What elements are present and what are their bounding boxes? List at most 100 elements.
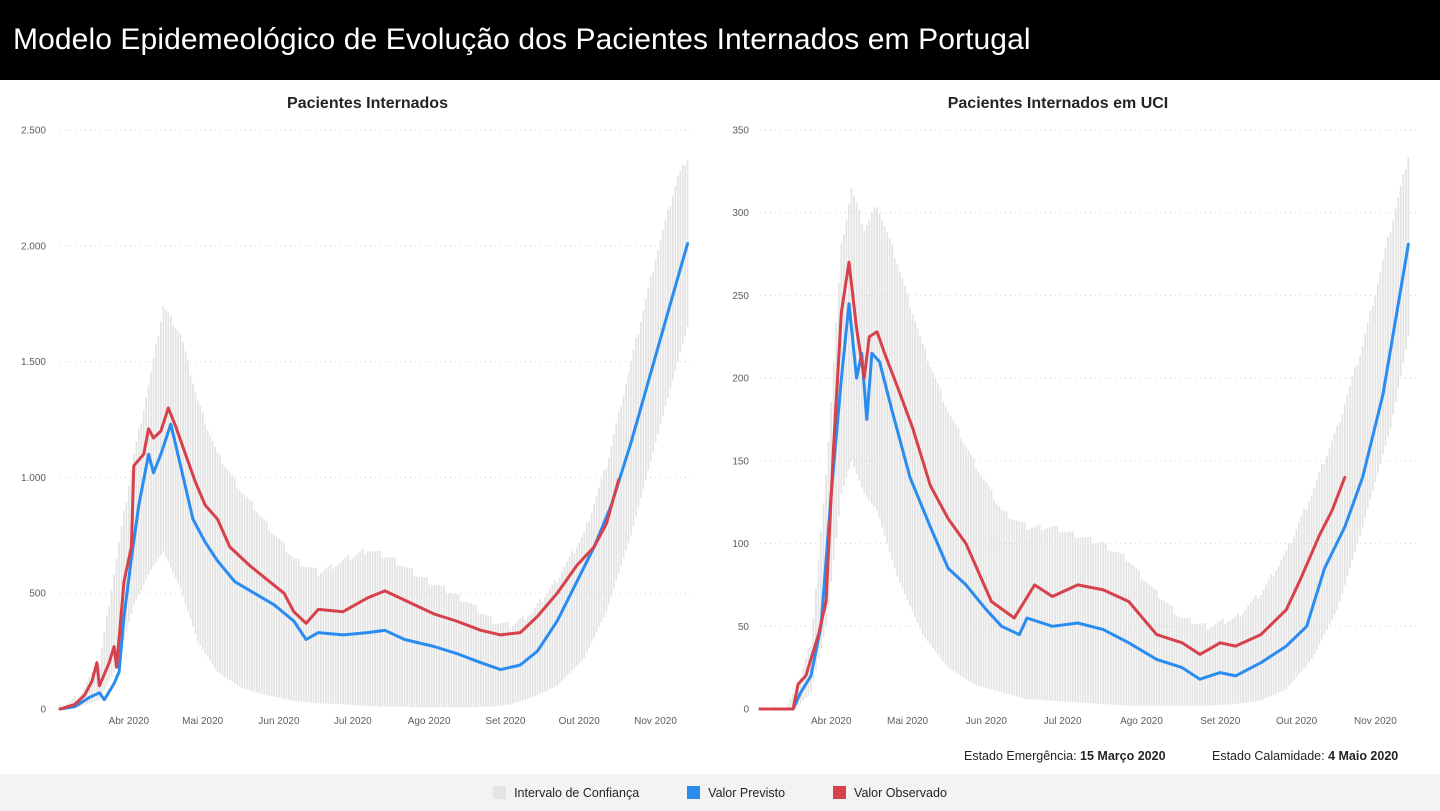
band-bar [152,357,155,567]
band-bar [995,503,998,691]
band-bar [891,244,894,561]
band-bar [470,603,472,708]
band-bar [320,573,322,704]
band-bar [1198,623,1201,706]
band-bar [949,416,952,670]
band-bar [1318,472,1321,645]
band-bar [1015,520,1018,697]
x-tick-label: Jun 2020 [966,716,1008,727]
band-bar [1102,542,1105,705]
band-bar [792,693,794,709]
band-bar [273,534,275,697]
legend-item-observado[interactable]: Valor Observado [833,786,947,800]
band-bar [932,372,934,648]
band-bar [893,258,896,569]
legend-item-intervalo[interactable]: Intervalo de Confiança [493,786,639,800]
band-bar [909,307,911,606]
band-bar [243,494,246,689]
band-bar [364,553,367,707]
band-bar [1257,598,1260,702]
band-bar [1099,542,1102,704]
band-bar [475,605,477,708]
band-bar [1196,623,1199,706]
x-tick-label: Out 2020 [1276,716,1318,727]
band-bar [256,512,258,693]
band-bar [356,553,359,706]
band-bar [1313,487,1316,655]
band-bar [342,559,344,705]
band-bar [1270,574,1272,697]
band-bar [452,593,455,708]
y-tick-label: 0 [743,705,749,716]
legend: Intervalo de Confiança Valor Previsto Va… [0,774,1440,811]
y-tick-label: 250 [732,291,749,302]
y-tick-label: 50 [738,622,750,633]
legend-label-intervalo: Intervalo de Confiança [514,785,640,800]
band-bar [598,487,600,628]
band-bar [1366,322,1369,509]
band-bar [1087,536,1089,704]
band-bar [593,504,595,638]
band-bar [975,468,978,685]
band-bar [1193,624,1196,706]
legend-item-previsto[interactable]: Valor Previsto [687,786,785,800]
band-bar [1071,531,1074,703]
band-bar [1084,536,1087,703]
band-bar [307,567,310,703]
band-bar [914,321,916,618]
band-bar [1109,550,1112,705]
band-bar [1262,589,1265,700]
band-bar [1237,613,1239,704]
band-bar [376,551,379,707]
band-bar [1148,584,1150,706]
band-bar [246,496,248,690]
estado-emergencia-note: Estado Emergência: 15 Março 2020 [964,744,1166,768]
band-bar [1221,618,1224,705]
x-tick-label: Out 2020 [559,716,601,727]
band-bar [1272,575,1275,695]
band-bar [1242,612,1244,704]
band-bar [157,335,160,559]
band-bar [1287,543,1290,687]
page-title: Modelo Epidemeológico de Evolução dos Pa… [13,23,1031,56]
band-bar [817,560,820,660]
band-bar [1295,529,1298,678]
band-bar [393,557,396,707]
band-bar [1338,422,1341,602]
y-tick-label: 200 [732,374,749,385]
band-bar [260,516,263,694]
band-bar [1005,511,1008,694]
band-bar [1249,602,1252,703]
band-bar [1143,580,1145,706]
band-bar [630,360,632,536]
band-bar [1260,595,1262,701]
band-bar [970,454,972,683]
band-bar [507,622,509,705]
legend-swatch-observado [833,786,847,799]
band-bar [472,604,475,708]
band-bar [863,231,866,494]
band-bar [118,542,120,659]
band-bar [906,293,909,600]
band-bar [379,550,381,707]
estado-calamidade-label: Estado Calamidade: [1212,749,1325,763]
band-bar [1206,629,1209,706]
band-bar [787,704,789,709]
predicted-line-uci [758,242,1410,711]
band-bar [1328,448,1331,625]
band-bar [1290,543,1293,684]
band-bar [681,164,684,345]
chart-title-uci: Pacientes Internados em UCI [948,95,1169,112]
band-bar [295,558,298,702]
band-bar [993,499,995,691]
band-bar [105,615,108,686]
band-bar [108,606,111,682]
band-bar [1122,553,1125,706]
y-tick-label: 2.000 [21,241,46,252]
band-bar [1178,616,1181,706]
band-bar [1216,622,1219,706]
band-bar [408,567,411,708]
band-bar [265,521,268,696]
band-bar [1112,551,1115,705]
band-bar [575,547,578,666]
